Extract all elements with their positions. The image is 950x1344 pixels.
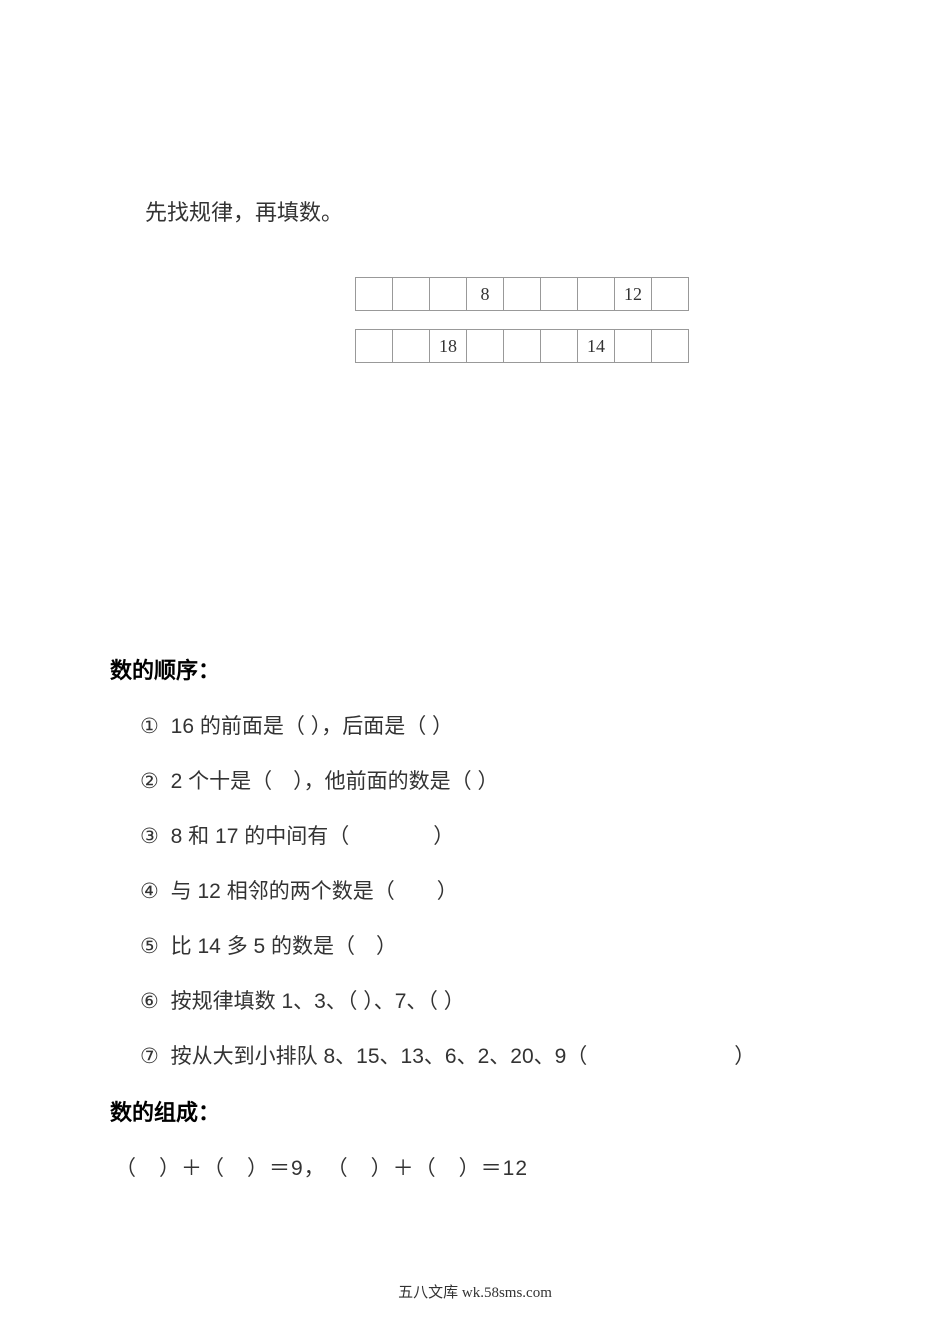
question-3: ③ 8 和 17 的中间有（ ） bbox=[110, 820, 840, 850]
table2-cell bbox=[467, 330, 504, 363]
question-marker: ⑥ bbox=[140, 989, 159, 1014]
question-text: 8 和 17 的中间有（ ） bbox=[171, 825, 455, 848]
table1-cell: 12 bbox=[615, 278, 652, 311]
table2-cell bbox=[393, 330, 430, 363]
section-title-order: 数的顺序： bbox=[110, 653, 840, 685]
question-marker: ④ bbox=[140, 879, 159, 904]
question-marker: ⑦ bbox=[140, 1044, 159, 1069]
table1-cell: 8 bbox=[467, 278, 504, 311]
table2-cell bbox=[356, 330, 393, 363]
table2-cell bbox=[504, 330, 541, 363]
table1-cell bbox=[356, 278, 393, 311]
question-marker: ③ bbox=[140, 824, 159, 849]
tables-container: 8 12 18 14 bbox=[355, 277, 840, 363]
table1-cell bbox=[430, 278, 467, 311]
table1-cell bbox=[541, 278, 578, 311]
question-text: 比 14 多 5 的数是（ ） bbox=[171, 935, 397, 958]
question-text: 与 12 相邻的两个数是（ ） bbox=[171, 880, 458, 903]
table2-cell: 14 bbox=[578, 330, 615, 363]
question-4: ④ 与 12 相邻的两个数是（ ） bbox=[110, 875, 840, 905]
pattern-table-2: 18 14 bbox=[355, 329, 689, 363]
question-7: ⑦ 按从大到小排队 8、15、13、6、2、20、9（ ） bbox=[110, 1040, 840, 1070]
instruction-text: 先找规律，再填数。 bbox=[145, 195, 840, 227]
question-marker: ② bbox=[140, 769, 159, 794]
table1-cell bbox=[578, 278, 615, 311]
section-title-composition: 数的组成： bbox=[110, 1095, 840, 1127]
question-1: ① 16 的前面是（ ），后面是（ ） bbox=[110, 710, 840, 740]
composition-equation: （ ）＋（ ）＝9， （ ）＋（ ）＝12 bbox=[110, 1152, 840, 1182]
table1-cell bbox=[652, 278, 689, 311]
table2-cell: 18 bbox=[430, 330, 467, 363]
question-text: 按从大到小排队 8、15、13、6、2、20、9（ ） bbox=[171, 1045, 756, 1068]
table2-cell bbox=[541, 330, 578, 363]
pattern-table-1: 8 12 bbox=[355, 277, 689, 311]
question-list: ① 16 的前面是（ ），后面是（ ） ② 2 个十是（ ），他前面的数是（ ）… bbox=[110, 710, 840, 1070]
question-marker: ⑤ bbox=[140, 934, 159, 959]
question-text: 按规律填数 1、3、（ ）、7、（ ） bbox=[171, 990, 465, 1013]
footer-text: 五八文库 wk.58sms.com bbox=[0, 1281, 950, 1302]
question-2: ② 2 个十是（ ），他前面的数是（ ） bbox=[110, 765, 840, 795]
question-marker: ① bbox=[140, 714, 159, 739]
question-6: ⑥ 按规律填数 1、3、（ ）、7、（ ） bbox=[110, 985, 840, 1015]
question-5: ⑤ 比 14 多 5 的数是（ ） bbox=[110, 930, 840, 960]
question-text: 2 个十是（ ），他前面的数是（ ） bbox=[171, 770, 499, 793]
table2-cell bbox=[652, 330, 689, 363]
table1-cell bbox=[504, 278, 541, 311]
question-text: 16 的前面是（ ），后面是（ ） bbox=[171, 715, 453, 738]
table1-cell bbox=[393, 278, 430, 311]
table2-cell bbox=[615, 330, 652, 363]
